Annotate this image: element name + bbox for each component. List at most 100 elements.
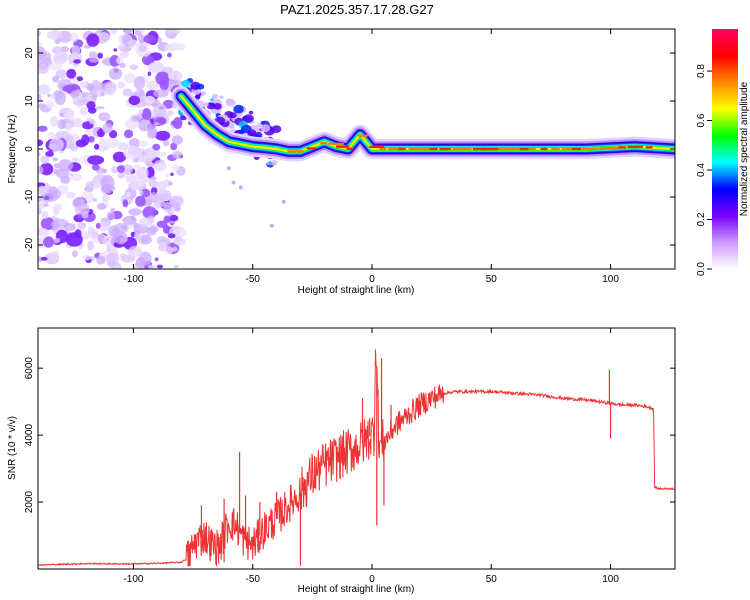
noise-blob: [57, 119, 66, 130]
transition-blob: [210, 98, 214, 102]
noise-blob: [81, 210, 89, 219]
noise-blob: [59, 113, 64, 117]
x-tick-label: 50: [486, 574, 498, 585]
noise-blob: [168, 74, 175, 80]
noise-blob: [38, 125, 48, 132]
noise-blob: [86, 33, 100, 47]
spectrogram-x-label: Height of straight line (km): [298, 285, 415, 296]
noise-blob: [130, 114, 142, 123]
snr-panel: -100 -50 0 50 100 2000 4000 6000 Height of str…: [7, 327, 676, 595]
colorbar-tick-label: 0.6: [696, 113, 707, 127]
noise-blob: [50, 116, 59, 127]
transition-blob: [247, 129, 257, 137]
noise-blob: [167, 233, 176, 239]
noise-blob: [38, 196, 42, 202]
transition-blob: [271, 125, 282, 133]
noise-blob: [72, 250, 78, 258]
noise-blob: [54, 91, 67, 106]
snr-series: [38, 349, 675, 567]
noise-blob: [170, 120, 176, 126]
snr-y-ticks: 2000 4000 6000: [24, 357, 675, 513]
noise-blob: [74, 229, 82, 238]
x-tick-label: 0: [369, 274, 375, 285]
snr-x-label: Height of straight line (km): [298, 584, 415, 595]
noise-blob: [169, 214, 179, 222]
noise-blob: [45, 151, 54, 157]
noise-blob: [55, 69, 67, 80]
noise-blob: [89, 57, 100, 63]
noise-blob: [39, 162, 54, 176]
x-tick-label: -50: [245, 274, 260, 285]
noise-blob: [120, 254, 136, 263]
noise-blob: [151, 265, 158, 269]
noise-blob: [158, 241, 168, 251]
noise-blob: [79, 107, 88, 116]
noise-blob: [117, 81, 125, 89]
stray-blob: [281, 199, 286, 204]
noise-blob: [102, 235, 117, 247]
transition-blob: [260, 124, 271, 133]
noise-blob: [135, 195, 146, 207]
noise-blob: [141, 108, 152, 121]
snr-frame: [37, 327, 676, 570]
noise-blob: [88, 51, 98, 60]
noise-blob: [135, 166, 149, 180]
spectrogram-signal-trace: [171, 86, 675, 228]
noise-blob: [104, 188, 112, 194]
noise-blob: [104, 235, 109, 239]
y-tick-label: 20: [24, 47, 35, 59]
x-tick-label: 100: [602, 274, 619, 285]
noise-blob: [90, 256, 95, 261]
noise-blob: [138, 89, 145, 97]
noise-blob: [165, 173, 171, 178]
noise-blob: [98, 137, 107, 148]
noise-blob: [60, 46, 70, 53]
noise-blob: [91, 95, 98, 100]
noise-blob: [177, 43, 186, 51]
noise-blob: [43, 195, 50, 200]
transition-blob: [196, 83, 205, 90]
noise-blob: [51, 250, 60, 261]
noise-blob: [109, 67, 123, 80]
transition-blob: [206, 102, 216, 110]
noise-blob: [91, 164, 100, 171]
noise-blob: [114, 231, 128, 245]
noise-blob: [85, 181, 95, 190]
noise-blob: [73, 59, 81, 64]
noise-blob: [122, 29, 134, 33]
noise-blob: [139, 190, 144, 196]
noise-blob: [98, 112, 111, 122]
transition-blob: [238, 129, 244, 134]
noise-blob: [100, 91, 105, 96]
noise-blob: [153, 122, 160, 126]
noise-blob: [101, 193, 110, 203]
noise-blob: [167, 52, 172, 58]
noise-blob: [133, 222, 140, 229]
noise-blob: [87, 136, 95, 143]
noise-blob: [156, 220, 168, 228]
x-tick-label: 0: [369, 574, 375, 585]
noise-blob: [53, 52, 68, 65]
noise-blob: [116, 165, 125, 173]
noise-blob: [40, 217, 55, 231]
colorbar: 0.0 0.2 0.4 0.6 0.8 Normalized spectral ampl…: [696, 29, 750, 276]
noise-blob: [113, 48, 118, 52]
noise-blob: [119, 51, 130, 58]
noise-blob: [119, 62, 126, 68]
transition-blob: [203, 102, 209, 107]
noise-blob: [168, 181, 173, 186]
transition-blob: [228, 112, 237, 119]
noise-blob: [163, 215, 171, 224]
noise-blob: [38, 94, 42, 102]
noise-blob: [156, 180, 167, 194]
noise-blob: [120, 225, 128, 230]
spectrogram-y-label: Frequency (Hz): [7, 115, 18, 184]
noise-blob: [172, 150, 182, 159]
noise-blob: [81, 134, 90, 146]
noise-blob: [70, 118, 84, 128]
noise-blob: [87, 228, 99, 239]
noise-blob: [112, 151, 127, 163]
noise-blob: [138, 34, 145, 44]
